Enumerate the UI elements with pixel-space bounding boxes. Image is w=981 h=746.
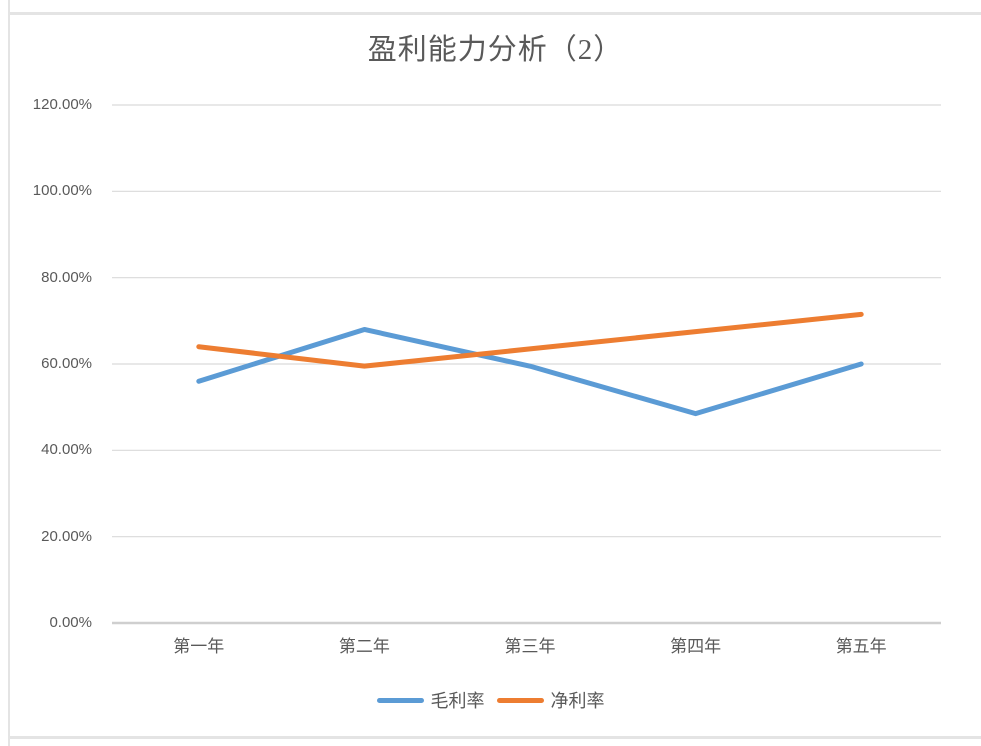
x-category-label: 第五年 (835, 637, 887, 656)
sheet-border-top (8, 12, 981, 15)
chart-title: 盈利能力分析（2） (367, 34, 624, 66)
y-tick-label: 80.00% (41, 268, 92, 286)
series-line-1 (196, 311, 864, 369)
x-category-label: 第四年 (670, 637, 722, 656)
y-tick-label: 100.00% (32, 182, 92, 200)
x-category-label: 第一年 (173, 637, 225, 656)
y-tick-label: 120.00% (32, 96, 92, 113)
legend-item-0: 毛利率 (376, 687, 485, 713)
legend-line-swatch (376, 697, 424, 703)
x-category-label: 第三年 (504, 637, 556, 656)
y-tick-label: 40.00% (41, 441, 92, 459)
y-tick-label: 0.00% (49, 614, 92, 631)
legend-label: 毛利率 (430, 691, 485, 711)
y-tick-label: 60.00% (41, 355, 92, 372)
legend: 毛利率 净利率 (0, 687, 981, 713)
y-tick-label: 20.00% (41, 527, 92, 545)
x-category-label: 第二年 (338, 637, 390, 656)
legend-label: 净利率 (550, 691, 605, 711)
sheet-border-bottom (8, 736, 981, 739)
legend-item-1: 净利率 (496, 687, 605, 713)
series-line-0 (196, 326, 864, 417)
sheet-border-left (8, 0, 10, 746)
legend-line-swatch (496, 697, 544, 703)
